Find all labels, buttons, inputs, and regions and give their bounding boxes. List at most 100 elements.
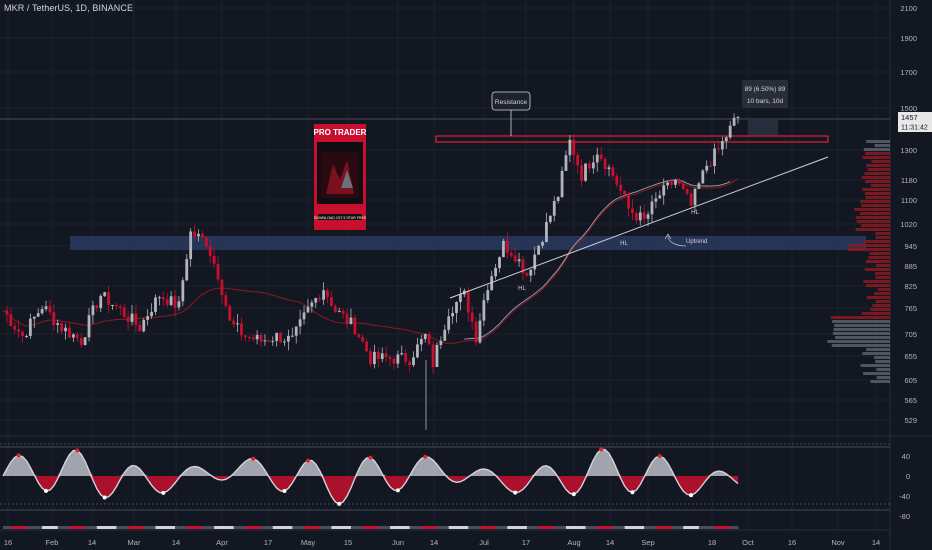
candle-body (478, 320, 482, 343)
volume-profile-bar (833, 328, 890, 331)
signal-band-segment (167, 526, 172, 529)
candle-body (220, 279, 224, 296)
volume-profile-bar (869, 252, 890, 255)
uptrend-line[interactable] (449, 156, 829, 299)
candle-body (126, 316, 130, 322)
volume-profile-bar (875, 360, 890, 363)
signal-band-segment (132, 526, 137, 529)
candle-body (200, 233, 204, 238)
price-axis[interactable]: 2100 1900 1700 1500 1300 1180 1100 1020 945 885 82… (900, 4, 917, 425)
signal-band-segment (182, 526, 188, 529)
candle-body (603, 159, 607, 170)
candle-body (294, 326, 298, 336)
price-tick-label: 825 (904, 282, 917, 291)
signal-band-segment (421, 526, 426, 529)
candle-body (177, 301, 181, 308)
candle-body (56, 323, 60, 325)
volume-profile-bar (831, 344, 890, 347)
price-tick-label: 605 (904, 376, 917, 385)
resistance-zone[interactable] (435, 135, 829, 143)
signal-band-segment (397, 526, 403, 529)
signal-band-segment (589, 526, 594, 529)
signal-band-segment (476, 526, 481, 529)
candle-body (95, 305, 99, 309)
signal-band-segment (374, 526, 379, 529)
signal-band-segment (42, 526, 47, 529)
candle-body (646, 214, 650, 219)
signal-band-segment (534, 526, 539, 529)
candle-body (107, 292, 110, 306)
signal-band-segment (178, 526, 184, 529)
signal-band-segment (558, 526, 563, 529)
countdown-value: 11:31:42 (901, 125, 928, 132)
signal-band-segment (69, 526, 74, 529)
candle-body (236, 323, 239, 325)
candle-body (674, 180, 677, 185)
signal-band-segment (440, 526, 446, 529)
time-tick-label: Oct (742, 538, 755, 547)
signal-band-segment (284, 526, 289, 529)
candle-body (341, 310, 345, 314)
signal-band-segment (171, 526, 176, 529)
signal-band-segment (714, 526, 719, 529)
candle-body (173, 296, 177, 308)
candle-body (588, 163, 591, 169)
candle-body (150, 311, 153, 317)
candle-body (400, 353, 404, 355)
signal-band-segment (503, 526, 508, 529)
signal-band-segment (468, 526, 473, 529)
candle-body (165, 299, 169, 306)
signal-band-segment (116, 526, 121, 529)
signal-band-segment (515, 526, 520, 529)
signal-band-segment (433, 526, 438, 529)
signal-band-segment (554, 526, 559, 529)
signal-band-segment (214, 526, 219, 529)
time-tick-label: 17 (264, 538, 272, 547)
candle-body (470, 312, 474, 322)
signal-band-segment (585, 526, 590, 529)
candle-body (408, 361, 411, 366)
signal-band-segment (92, 526, 98, 529)
signal-band-segment (378, 526, 383, 529)
signal-band-segment (624, 526, 629, 529)
candle-body (545, 221, 548, 243)
volume-profile-bar (861, 204, 890, 207)
candle-body (212, 255, 216, 264)
volume-profile-bar (865, 180, 890, 183)
candle-body (44, 306, 48, 310)
signal-band-segment (221, 526, 227, 529)
candle-body (197, 233, 200, 237)
signal-band-segment (155, 526, 160, 529)
price-tick-label: 765 (904, 304, 917, 313)
signal-band-segment (245, 526, 250, 529)
symbol-title[interactable]: MKR / TetherUS, 1D, BINANCE (4, 3, 134, 13)
signal-band-segment (436, 526, 442, 529)
candle-body (204, 237, 208, 247)
signal-band-segment (225, 526, 231, 529)
candle-body (32, 316, 36, 319)
current-price-badge (898, 112, 932, 132)
price-tick-label: 885 (904, 262, 917, 271)
osc-bottom-dot (282, 489, 287, 494)
candle-body (68, 327, 71, 338)
candle-body (28, 318, 32, 336)
signal-band-segment (495, 526, 500, 529)
support-zone[interactable] (70, 236, 866, 250)
signal-band-segment (307, 526, 313, 529)
pro-trader-promo[interactable]: PRO TRADER DOWNLOAD 1ST 5 STAR FREE (314, 124, 367, 230)
osc-top-dot (16, 453, 21, 458)
time-axis[interactable]: 16 Feb 14 Mar 14 Apr 17 May 15 Jun 14 Jul 17 Aug 14 Sep… (4, 538, 880, 547)
candle-body (662, 185, 666, 196)
time-tick-label: 18 (708, 538, 716, 547)
volume-profile-bar (856, 220, 890, 223)
volume-profile-bar (866, 164, 890, 167)
signal-band-segment (65, 526, 70, 529)
price-tick-label: 1180 (901, 176, 917, 185)
candle-body (345, 313, 349, 324)
volume-profile-bar (827, 340, 890, 343)
candle-body (482, 300, 486, 321)
candle-body (689, 193, 693, 206)
candle-body (369, 351, 372, 365)
signal-band-segment (511, 526, 516, 529)
